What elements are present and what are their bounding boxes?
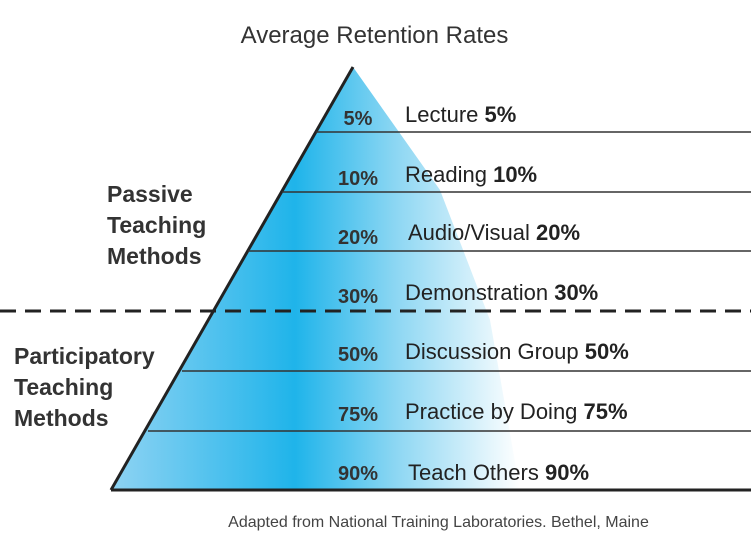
level-percent: 20% <box>337 227 379 249</box>
level-label-lecture: Lecture 5% <box>405 102 517 127</box>
pyramid-fill <box>111 67 520 490</box>
level-percent: 90% <box>337 463 379 485</box>
level-percent: 50% <box>337 344 379 366</box>
level-label-discussion-group: Discussion Group 50% <box>405 339 629 364</box>
level-percent: 75% <box>337 404 379 426</box>
level-lines <box>148 131 751 432</box>
level-label-demonstration: Demonstration 30% <box>405 280 599 305</box>
level-percent: 10% <box>337 168 379 190</box>
participatory-methods-label: Participatory Teaching Methods <box>14 343 155 431</box>
level-percent: 30% <box>337 286 379 308</box>
pyramid-left-edge <box>109 66 355 491</box>
level-label-reading: Reading 10% <box>405 162 538 187</box>
page-title: Average Retention Rates <box>240 22 509 49</box>
level-label-audio-visual: Audio/Visual 20% <box>408 220 581 245</box>
level-percent: 5% <box>343 108 373 130</box>
level-label-practice-by-doing: Practice by Doing 75% <box>405 399 628 424</box>
source-caption: Adapted from National Training Laborator… <box>228 514 649 531</box>
passive-methods-label: Passive Teaching Methods <box>107 181 207 269</box>
level-label-teach-others: Teach Others 90% <box>408 460 590 485</box>
